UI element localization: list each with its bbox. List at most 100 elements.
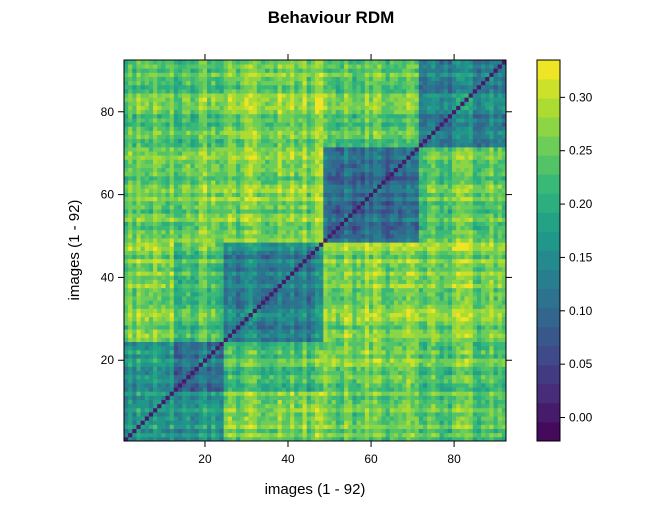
heatmap-cell [244,395,249,400]
heatmap-cell [244,304,249,309]
heatmap-cell [261,300,266,305]
heatmap-cell [169,167,175,173]
heatmap-cell [244,117,249,123]
heatmap-cell [194,358,200,363]
heatmap-cell [153,138,158,144]
heatmap-cell [468,428,474,434]
heatmap-cell [190,250,195,256]
heatmap-cell [190,412,195,417]
heatmap-cell [219,312,225,318]
heatmap-cell [456,395,461,400]
heatmap-cell [489,416,494,421]
heatmap-cell [393,403,399,409]
heatmap-cell [269,416,274,421]
heatmap-cell [140,258,146,264]
heatmap-cell [418,316,424,322]
heatmap-cell [144,117,150,123]
heatmap-cell [136,122,142,127]
heatmap-cell [261,333,266,338]
heatmap-cell [236,146,241,152]
heatmap-cell [124,312,129,318]
heatmap-cell [248,93,254,98]
heatmap-cell [319,420,324,425]
heatmap-cell [194,412,200,417]
heatmap-cell [223,312,229,318]
heatmap-cell [153,412,158,417]
heatmap-cell [153,354,158,359]
heatmap-cell [231,296,237,301]
heatmap-cell [207,262,212,268]
heatmap-cell [256,88,262,94]
heatmap-cell [290,362,295,367]
heatmap-cell [136,88,142,94]
heatmap-cell [261,395,266,400]
heatmap-cell [244,432,249,438]
heatmap-cell [136,287,142,293]
heatmap-cell [190,68,195,73]
heatmap-cell [219,93,225,98]
heatmap-cell [231,138,237,144]
heatmap-cell [439,383,445,388]
heatmap-cell [377,420,382,425]
heatmap-cell [248,399,254,405]
heatmap-cell [265,362,270,367]
heatmap-cell [327,387,333,392]
heatmap-cell [231,126,237,131]
heatmap-cell [219,146,225,152]
heatmap-cell [128,296,133,301]
heatmap-cell [194,337,200,343]
heatmap-cell [248,354,254,359]
heatmap-cell [215,391,220,396]
heatmap-cell [153,146,158,152]
heatmap-cell [256,279,262,285]
heatmap-cell [190,341,195,347]
heatmap-cell [136,391,142,396]
heatmap-cell [144,138,150,144]
heatmap-cell [128,275,133,280]
heatmap-cell [157,412,162,417]
heatmap-cell [252,229,258,235]
heatmap-cell [198,97,204,102]
heatmap-cell [144,192,150,198]
heatmap-cell [252,159,258,164]
heatmap-cell [493,436,499,442]
heatmap-cell [128,354,133,359]
heatmap-cell [190,275,195,280]
heatmap-cell [460,329,465,334]
heatmap-cell [414,436,420,442]
heatmap-cell [240,72,245,77]
heatmap-cell [402,320,407,326]
heatmap-cell [240,395,245,400]
heatmap-cell [194,258,200,264]
heatmap-cell [352,370,357,376]
heatmap-cell [177,424,183,429]
heatmap-cell [157,167,162,173]
heatmap-cell [244,341,249,347]
heatmap-cell [452,354,457,359]
heatmap-cell [256,358,262,363]
heatmap-cell [231,101,237,106]
heatmap-cell [273,391,279,396]
heatmap-cell [443,345,449,351]
heatmap-cell [240,209,245,214]
heatmap-cell [385,320,391,326]
heatmap-cell [215,420,220,425]
heatmap-cell [497,333,503,338]
heatmap-cell [418,312,424,318]
heatmap-cell [157,403,162,409]
heatmap-cell [261,341,266,347]
heatmap-cell [236,138,241,144]
heatmap-cell [452,304,457,309]
heatmap-cell [211,130,216,135]
heatmap-cell [377,366,382,371]
heatmap-cell [452,333,457,338]
heatmap-cell [223,238,229,243]
heatmap-cell [373,407,378,413]
heatmap-cell [368,341,374,347]
heatmap-cell [402,395,407,400]
heatmap-cell [211,233,216,239]
heatmap-cell [186,126,191,131]
heatmap-cell [136,320,142,326]
heatmap-cell [186,329,191,334]
heatmap-cell [202,225,208,231]
